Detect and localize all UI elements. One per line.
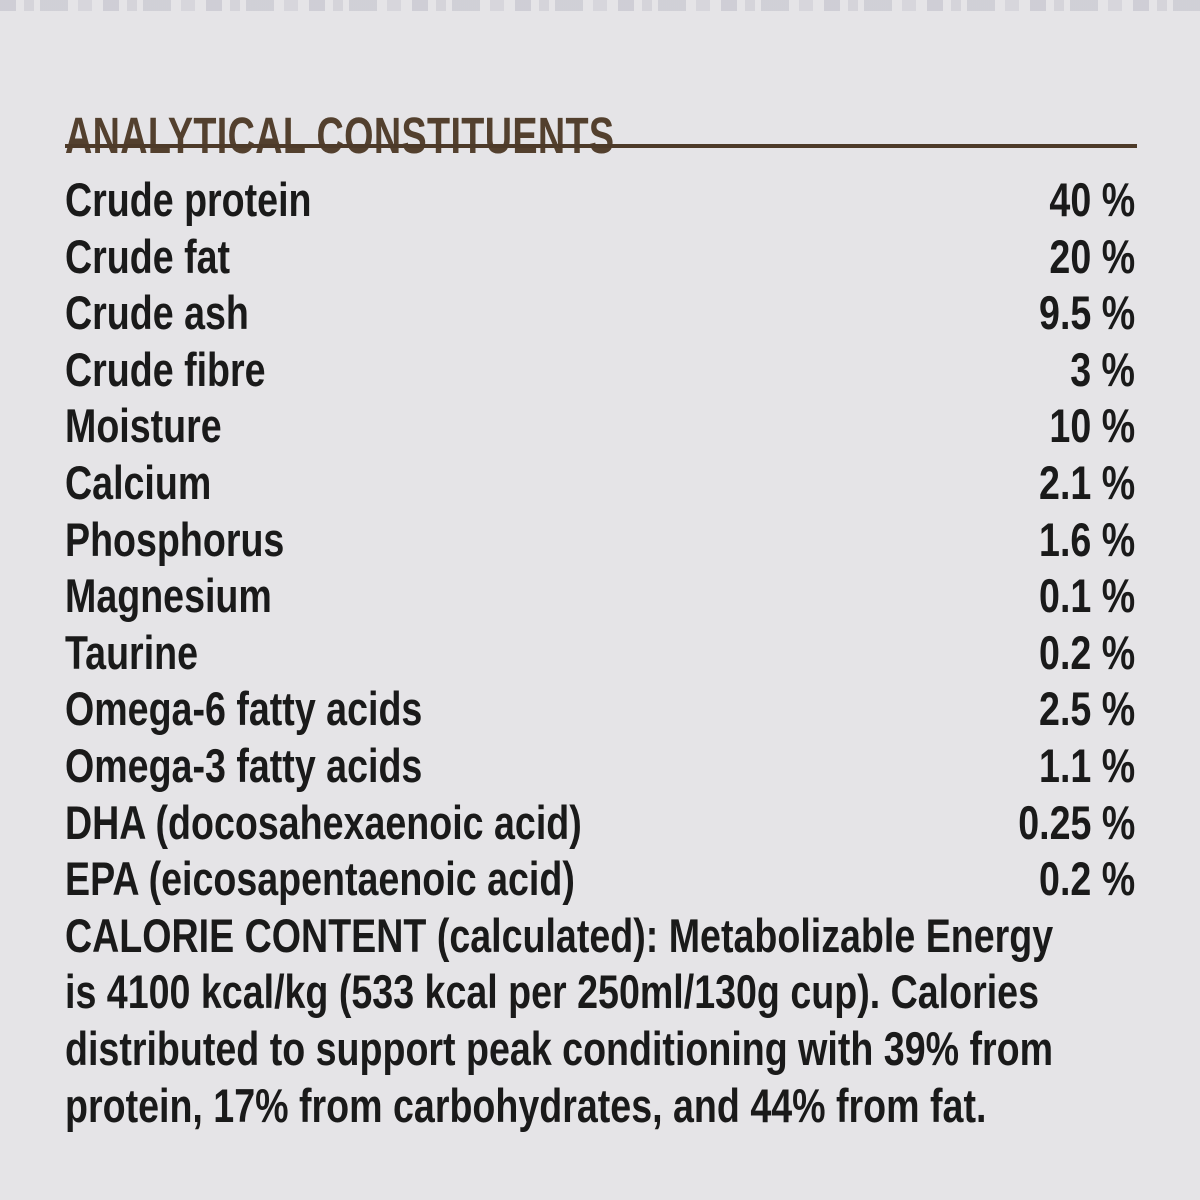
table-row: Crude fibre 3 % xyxy=(65,342,1135,399)
table-row: Magnesium 0.1 % xyxy=(65,568,1135,625)
table-row: Omega-6 fatty acids 2.5 % xyxy=(65,681,1135,738)
calorie-content-line: CALORIE CONTENT (calculated): Metaboliza… xyxy=(65,908,1135,965)
calorie-content-text: protein, 17% from carbohydrates, and 44%… xyxy=(65,1078,987,1132)
table-row: DHA (docosahexaenoic acid) 0.25 % xyxy=(65,795,1135,852)
table-row: Moisture 10 % xyxy=(65,398,1135,455)
nutrient-label: Taurine xyxy=(65,625,199,679)
page-title: ANALYTICAL CONSTITUENTS xyxy=(65,108,808,164)
calorie-content-text: CALORIE CONTENT (calculated): Metaboliza… xyxy=(65,908,1054,962)
nutrient-value: 2.5 % xyxy=(1038,682,1135,736)
table-row: Crude protein 40 % xyxy=(65,172,1135,229)
nutrient-label: Omega-6 fatty acids xyxy=(65,682,423,736)
nutrient-value: 9.5 % xyxy=(1038,286,1135,340)
analytical-table: Crude protein 40 % Crude fat 20 % Crude … xyxy=(65,172,1135,1134)
nutrient-value: 10 % xyxy=(1049,399,1135,453)
nutrient-label: Crude protein xyxy=(65,173,312,226)
nutrient-label: EPA (eicosapentaenoic acid) xyxy=(65,852,575,906)
calorie-content-line: distributed to support peak conditioning… xyxy=(65,1021,1135,1078)
nutrient-value: 0.2 % xyxy=(1038,625,1135,679)
nutrient-label: Omega-3 fatty acids xyxy=(65,738,423,792)
table-row: Crude ash 9.5 % xyxy=(65,285,1135,342)
nutrient-label: Crude ash xyxy=(65,286,249,340)
nutrient-value: 0.2 % xyxy=(1038,852,1135,906)
table-row: Phosphorus 1.6 % xyxy=(65,512,1135,569)
nutrient-label: Magnesium xyxy=(65,569,272,623)
table-row: Calcium 2.1 % xyxy=(65,455,1135,512)
calorie-content-line: is 4100 kcal/kg (533 kcal per 250ml/130g… xyxy=(65,964,1135,1021)
nutrient-value: 3 % xyxy=(1070,342,1135,396)
nutrient-label: Calcium xyxy=(65,455,212,509)
calorie-content-text: distributed to support peak conditioning… xyxy=(65,1021,1054,1075)
table-row: EPA (eicosapentaenoic acid) 0.2 % xyxy=(65,851,1135,908)
nutrient-label: Moisture xyxy=(65,399,222,453)
nutrient-value: 20 % xyxy=(1049,229,1135,283)
nutrient-label: Crude fat xyxy=(65,229,231,283)
cropped-text-remnant-strip xyxy=(0,0,1200,11)
calorie-content-text: is 4100 kcal/kg (533 kcal per 250ml/130g… xyxy=(65,965,1039,1019)
nutrient-label: Phosphorus xyxy=(65,512,285,566)
nutrient-label: Crude fibre xyxy=(65,342,266,396)
calorie-content-line: protein, 17% from carbohydrates, and 44%… xyxy=(65,1078,1135,1135)
nutrient-label: DHA (docosahexaenoic acid) xyxy=(65,795,582,849)
nutrient-value: 0.25 % xyxy=(1017,795,1135,849)
nutrient-value: 0.1 % xyxy=(1038,569,1135,623)
table-row: Crude fat 20 % xyxy=(65,229,1135,286)
nutrient-value: 40 % xyxy=(1049,173,1135,226)
nutrient-value: 1.1 % xyxy=(1038,738,1135,792)
table-row: Omega-3 fatty acids 1.1 % xyxy=(65,738,1135,795)
table-row: Taurine 0.2 % xyxy=(65,625,1135,682)
nutrient-value: 1.6 % xyxy=(1038,512,1135,566)
title-underline-divider xyxy=(65,144,1137,148)
nutrient-value: 2.1 % xyxy=(1038,455,1135,509)
page-title-text: ANALYTICAL CONSTITUENTS xyxy=(65,107,615,165)
